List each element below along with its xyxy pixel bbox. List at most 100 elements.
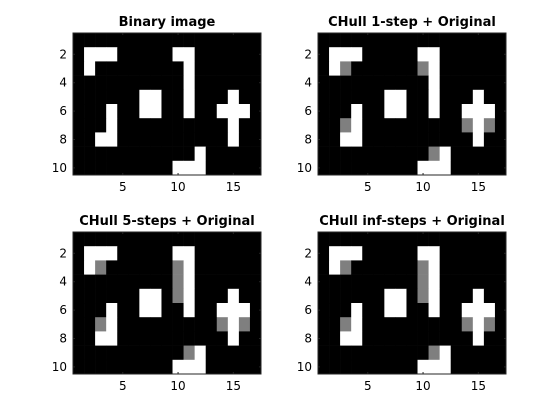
pixel-cell — [417, 260, 429, 275]
pixel-cell — [216, 345, 229, 361]
pixel-cell — [150, 317, 162, 332]
pixel-cell — [318, 89, 330, 105]
pixel-cell — [340, 104, 352, 119]
pixel-cell — [227, 160, 240, 176]
x-tick-label: 5 — [119, 379, 127, 393]
pixel-cell — [472, 61, 485, 76]
y-tick-label: 6 — [59, 104, 67, 118]
pixel-cell — [406, 146, 418, 162]
pixel-cell — [150, 118, 162, 133]
pixel-cell — [351, 89, 363, 105]
pixel-cell — [483, 232, 496, 247]
pixel-cell — [472, 146, 485, 162]
pixel-cell — [373, 260, 385, 275]
pixel-cell — [428, 274, 440, 290]
pixel-cell — [373, 118, 385, 133]
pixel-cell — [472, 260, 485, 275]
pixel-cell — [84, 89, 96, 105]
pixel-cell — [483, 359, 496, 375]
pixel-cell — [461, 132, 474, 147]
pixel-cell — [117, 331, 129, 346]
pixel-cell — [172, 104, 184, 119]
pixel-cell — [384, 89, 396, 105]
pixel-cell — [450, 260, 463, 275]
pixel-cell — [373, 317, 385, 332]
pixel-cell — [205, 260, 218, 275]
pixel-cell — [238, 104, 251, 119]
pixel-cell — [384, 104, 396, 119]
pixel-cell — [329, 146, 341, 162]
pixel-cell — [205, 274, 218, 290]
pixel-cell — [205, 345, 218, 361]
y-ticks: 2 4 6 8 10 — [297, 47, 506, 175]
pixel-cell — [128, 118, 140, 133]
pixel-cell — [494, 33, 507, 48]
pixel-cell — [439, 317, 452, 332]
pixel-cell — [95, 260, 107, 275]
pixel-cell — [128, 359, 140, 375]
pixel-cell — [351, 232, 363, 247]
pixel-cell — [351, 331, 363, 346]
pixel-cell — [128, 274, 140, 290]
pixel-cell — [417, 303, 429, 318]
pixel-cell — [450, 331, 463, 346]
y-tick-label: 8 — [304, 133, 312, 147]
pixel-cell — [205, 317, 218, 332]
pixel-cell — [428, 303, 440, 318]
pixel-cell — [439, 232, 452, 247]
pixel-cell — [216, 132, 229, 147]
pixel-cell — [227, 331, 240, 346]
pixel-cell — [472, 246, 485, 261]
pixel-cell — [249, 260, 262, 275]
pixel-cell — [238, 331, 251, 346]
pixel-cell — [472, 345, 485, 361]
pixel-cell — [161, 345, 173, 361]
pixel-cell — [227, 260, 240, 275]
pixel-cell — [161, 47, 173, 62]
pixel-cell — [194, 75, 207, 91]
pixel-cell — [450, 75, 463, 91]
pixel-cell — [384, 303, 396, 318]
pixel-cell — [439, 118, 452, 133]
pixel-cell — [139, 160, 151, 176]
pixel-cell — [483, 47, 496, 62]
pixel-cell — [128, 104, 140, 119]
pixel-cell — [494, 345, 507, 361]
pixel-cell — [406, 89, 418, 105]
pixel-cell — [95, 232, 107, 247]
pixel-cell — [172, 61, 184, 76]
pixel-cell — [450, 160, 463, 176]
pixel-cell — [494, 246, 507, 261]
pixel-cell — [106, 146, 118, 162]
pixel-cell — [161, 359, 173, 375]
pixel-cell — [73, 359, 85, 375]
pixel-cell — [340, 47, 352, 62]
pixel-cell — [406, 303, 418, 318]
pixel-cell — [216, 260, 229, 275]
pixel-cell — [472, 104, 485, 119]
pixel-cell — [373, 160, 385, 176]
pixel-cell — [84, 303, 96, 318]
pixel-cell — [395, 146, 407, 162]
pixel-cell — [428, 331, 440, 346]
pixel-cell — [351, 118, 363, 133]
axes-frame — [72, 32, 262, 176]
pixel-cell — [150, 331, 162, 346]
pixel-cell — [150, 89, 162, 105]
pixel-cell — [439, 345, 452, 361]
pixel-cell — [406, 317, 418, 332]
pixel-cell — [373, 303, 385, 318]
pixel-cell — [227, 317, 240, 332]
pixel-cell — [318, 33, 330, 48]
pixel-cell — [450, 274, 463, 290]
pixel-cell — [238, 47, 251, 62]
pixel-cell — [205, 246, 218, 261]
pixel-cell — [128, 246, 140, 261]
pixel-cell — [150, 246, 162, 261]
y-tick-label: 10 — [297, 360, 312, 374]
pixel-cell — [183, 47, 195, 62]
pixel-cell — [494, 146, 507, 162]
x-tick-label: 10 — [415, 379, 430, 393]
axes-frame — [317, 231, 507, 375]
pixel-cell — [128, 331, 140, 346]
